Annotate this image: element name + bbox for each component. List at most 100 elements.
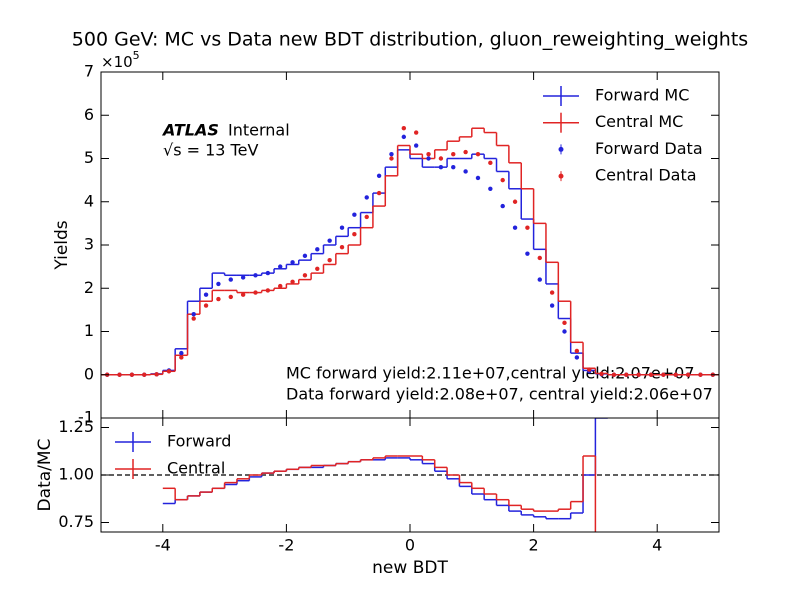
data-point (278, 264, 283, 269)
energy-label: √s = 13 TeV (163, 141, 258, 160)
y-tick-label: 1 (84, 321, 94, 340)
y-tick-label: 6 (84, 105, 94, 124)
data-point (574, 355, 580, 360)
y-tick-label: 5 (84, 148, 94, 167)
data-point (648, 372, 654, 377)
data-point (549, 290, 555, 295)
y-tick-label: 4 (84, 191, 94, 210)
data-point (574, 348, 580, 354)
data-point (154, 372, 159, 377)
data-point (624, 372, 629, 377)
data-point (179, 355, 184, 360)
data-point (389, 156, 394, 161)
data-point (203, 292, 209, 297)
data-point (364, 214, 369, 220)
x-tick-label: 0 (405, 536, 415, 555)
data-point (413, 143, 419, 148)
data-point (376, 190, 382, 196)
data-point (253, 290, 258, 295)
data-point (228, 277, 233, 282)
data-point (352, 231, 357, 237)
data-point (166, 369, 172, 374)
legend-label: Central (167, 459, 225, 478)
data-point (290, 260, 295, 265)
data-point (537, 277, 542, 282)
legend-label: Central MC (595, 112, 683, 131)
data-point (562, 329, 567, 334)
y-tick-label: 0 (84, 364, 94, 383)
data-point (179, 350, 184, 356)
offset-base: ×10 (101, 53, 133, 71)
data-point (129, 372, 135, 377)
y-tick-label: 0.75 (58, 512, 94, 531)
data-point (636, 372, 641, 377)
data-point (216, 281, 221, 287)
data-point (475, 175, 481, 181)
data-point (685, 372, 691, 377)
data-point (488, 160, 493, 166)
data-point (302, 273, 308, 278)
data-point (661, 372, 666, 377)
x-tick-label: -4 (155, 536, 171, 555)
x-tick-label: -2 (278, 536, 294, 555)
data-point (401, 134, 407, 140)
data-point (327, 238, 332, 243)
data-point (290, 279, 295, 284)
data-point (327, 257, 332, 263)
legend-label: Central Data (595, 166, 697, 185)
data-point (500, 203, 505, 209)
y-tick-label: 7 (84, 62, 94, 81)
data-point (302, 253, 308, 259)
data-point (451, 164, 456, 170)
data-point (488, 186, 493, 191)
y-tick-label: 3 (84, 235, 94, 254)
data-point (191, 316, 196, 321)
annotation: MC forward yield:2.11e+07,central yield:… (286, 364, 695, 383)
data-point (426, 151, 431, 157)
data-point (191, 312, 196, 317)
data-point (228, 294, 233, 300)
data-point (352, 212, 357, 217)
legend-label: Forward (167, 432, 231, 451)
data-point (599, 371, 604, 377)
x-tick-label: 2 (529, 536, 539, 555)
atlas-status: Internal (228, 121, 290, 140)
data-point (537, 255, 542, 261)
data-point (438, 164, 444, 170)
chart-title: 500 GeV: MC vs Data new BDT distribution… (72, 29, 748, 51)
axes-frame (100, 417, 720, 533)
data-point (315, 266, 320, 271)
data-point (463, 149, 468, 155)
data-point (315, 247, 320, 252)
data-point (240, 275, 246, 280)
data-point (339, 225, 345, 230)
data-point (413, 130, 419, 135)
data-point (376, 173, 382, 178)
data-point (253, 273, 258, 278)
data-point (587, 367, 592, 372)
annotation: Data forward yield:2.08e+07, central yie… (286, 385, 713, 404)
y-offset-label: ×105 (101, 49, 140, 71)
data-point (265, 270, 271, 276)
data-point (673, 372, 678, 377)
y-tick-label: 1.25 (58, 417, 94, 436)
data-point (698, 372, 703, 377)
data-point (525, 251, 530, 256)
data-point (426, 156, 431, 161)
data-point (401, 126, 407, 131)
data-point (142, 372, 147, 377)
data-point (438, 156, 444, 161)
data-point (500, 177, 505, 183)
data-point (265, 288, 271, 293)
data-point (203, 303, 209, 308)
data-point (475, 151, 481, 157)
legend-label: Forward Data (595, 139, 703, 158)
y-axis-label: Data/MC (35, 439, 55, 512)
plot-area (101, 418, 719, 532)
data-point (611, 372, 617, 377)
y-axis-label: Yields (52, 220, 72, 270)
data-point (463, 169, 468, 174)
data-point (512, 225, 518, 230)
legend-label: Forward MC (595, 86, 689, 105)
data-point (339, 244, 345, 250)
